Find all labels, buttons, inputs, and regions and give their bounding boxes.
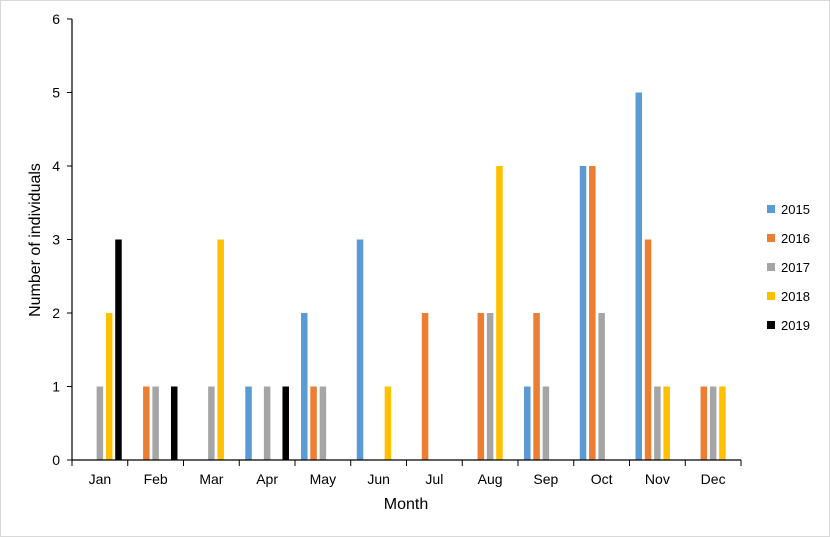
x-tick-label-feb: Feb bbox=[144, 471, 168, 487]
bar-feb-2016 bbox=[143, 386, 150, 460]
x-tick-label-jul: Jul bbox=[425, 471, 443, 487]
x-tick-label-nov: Nov bbox=[645, 471, 670, 487]
y-tick-label: 5 bbox=[52, 85, 60, 101]
legend-label-2015: 2015 bbox=[781, 202, 810, 217]
y-tick-label: 0 bbox=[52, 452, 60, 468]
x-tick-label-jun: Jun bbox=[367, 471, 390, 487]
x-tick-label-sep: Sep bbox=[533, 471, 558, 487]
bar-nov-2018 bbox=[663, 386, 670, 460]
legend-label-2019: 2019 bbox=[781, 318, 810, 333]
legend-swatch-2016 bbox=[767, 234, 775, 242]
bar-aug-2016 bbox=[477, 313, 485, 460]
x-tick-label-may: May bbox=[310, 471, 336, 487]
bar-oct-2016 bbox=[589, 166, 596, 460]
bar-may-2015 bbox=[301, 313, 308, 460]
bars-group bbox=[96, 92, 726, 460]
x-tick-label-mar: Mar bbox=[199, 471, 223, 487]
x-tick-label-aug: Aug bbox=[478, 471, 503, 487]
y-tick-label: 6 bbox=[52, 11, 60, 27]
bar-jun-2015 bbox=[356, 239, 364, 460]
bar-mar-2017 bbox=[208, 386, 215, 460]
legend-swatch-2015 bbox=[767, 205, 775, 213]
bar-nov-2017 bbox=[654, 386, 661, 460]
x-tick-labels: Jan Feb Mar Apr May Jun Jul Aug Sep Oct Nov Dec bbox=[89, 471, 726, 487]
y-tick-label: 1 bbox=[52, 379, 60, 395]
bar-apr-2015 bbox=[245, 386, 252, 460]
bar-jun-2018 bbox=[384, 386, 392, 460]
bar-dec-2018 bbox=[719, 386, 726, 460]
bar-nov-2016 bbox=[644, 239, 652, 460]
bar-oct-2017 bbox=[598, 313, 605, 460]
bar-oct-2015 bbox=[579, 166, 587, 460]
bar-feb-2019 bbox=[170, 386, 178, 460]
bar-nov-2015 bbox=[635, 92, 643, 460]
y-tick-label: 2 bbox=[52, 305, 60, 321]
bar-feb-2017 bbox=[152, 386, 159, 460]
bar-jul-2016 bbox=[421, 313, 429, 460]
bar-mar-2018 bbox=[217, 239, 224, 460]
bar-sep-2016 bbox=[533, 313, 540, 460]
x-tick-label-oct: Oct bbox=[591, 471, 613, 487]
y-tick-label: 3 bbox=[52, 232, 60, 248]
bar-jan-2019 bbox=[115, 239, 122, 460]
x-tick-label-dec: Dec bbox=[701, 471, 726, 487]
legend-swatch-2017 bbox=[767, 263, 775, 271]
legend-label-2018: 2018 bbox=[781, 289, 810, 304]
x-tick-label-jan: Jan bbox=[89, 471, 112, 487]
bar-apr-2017 bbox=[263, 386, 271, 460]
bar-jan-2018 bbox=[105, 313, 113, 460]
bar-aug-2017 bbox=[486, 313, 494, 460]
bar-aug-2018 bbox=[496, 166, 503, 460]
bar-may-2016 bbox=[310, 386, 317, 460]
bar-may-2017 bbox=[319, 386, 327, 460]
legend-swatch-2019 bbox=[767, 321, 775, 329]
y-axis-title: Number of individuals bbox=[27, 163, 44, 317]
legend: 2015 2016 2017 2018 2019 bbox=[767, 202, 810, 333]
legend-label-2017: 2017 bbox=[781, 260, 810, 275]
x-axis-title: Month bbox=[384, 496, 428, 513]
bar-dec-2016 bbox=[700, 386, 708, 460]
legend-label-2016: 2016 bbox=[781, 231, 810, 246]
bar-sep-2015 bbox=[524, 386, 531, 460]
bar-jan-2017 bbox=[96, 386, 104, 460]
bar-apr-2019 bbox=[282, 386, 289, 460]
bar-dec-2017 bbox=[709, 386, 717, 460]
legend-swatch-2018 bbox=[767, 292, 775, 300]
y-tick-label: 4 bbox=[52, 158, 60, 174]
bar-sep-2017 bbox=[542, 386, 550, 460]
y-tick-labels: 0 1 2 3 4 5 6 bbox=[52, 11, 60, 468]
axes-group bbox=[67, 18, 742, 466]
x-tick-label-apr: Apr bbox=[256, 471, 278, 487]
